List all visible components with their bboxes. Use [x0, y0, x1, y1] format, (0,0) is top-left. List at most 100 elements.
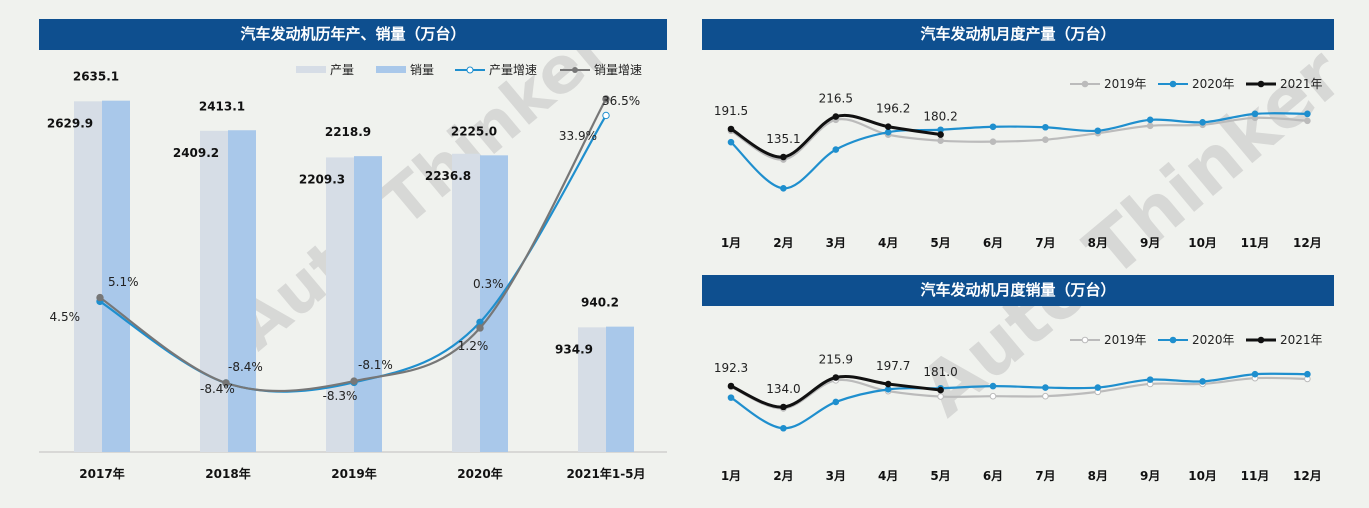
x-tick-label: 2021年1-5月	[566, 466, 645, 481]
legend-swatch-production	[296, 66, 326, 73]
bar-production	[326, 157, 354, 452]
bar-production	[452, 153, 480, 452]
x-tick-label: 12月	[1293, 469, 1322, 483]
legend-label-sales-rate: 销量增速	[594, 63, 642, 77]
legend-label-2021年: 2021年	[1280, 333, 1323, 347]
line-point	[989, 138, 997, 145]
rate-point	[602, 111, 610, 120]
line-point	[884, 380, 892, 388]
data-label-2021: 134.0	[766, 382, 800, 396]
chart3-title: 汽车发动机月度销量（万台）	[702, 275, 1334, 306]
x-tick-label: 2018年	[205, 466, 250, 481]
x-tick-label: 2月	[773, 236, 793, 250]
line-point	[937, 393, 944, 400]
x-tick-label: 9月	[1140, 236, 1160, 250]
legend-marker-sales-rate	[572, 67, 578, 73]
rate-line-sales	[99, 98, 607, 393]
line-point	[1304, 370, 1311, 378]
bar-sales	[102, 100, 130, 453]
rate-label-production: 33.9%	[559, 129, 597, 143]
x-tick-label: 10月	[1188, 469, 1217, 483]
legend-marker-2020年	[1169, 80, 1177, 88]
legend-label-2020年: 2020年	[1192, 333, 1235, 347]
bar-value-label: 2635.1	[73, 70, 119, 84]
line-point	[1304, 110, 1311, 118]
x-tick-label: 3月	[826, 469, 846, 483]
line-point	[1146, 116, 1154, 124]
rate-label-sales: 36.5%	[602, 94, 640, 108]
legend-label-2019年: 2019年	[1104, 333, 1147, 347]
data-label-2021: 215.9	[819, 352, 853, 366]
bar-value-label: 2218.9	[325, 125, 371, 139]
line-point	[727, 138, 735, 146]
bar-production	[578, 327, 606, 452]
rate-label-production: -8.4%	[200, 382, 235, 396]
bar-value-label: 2236.8	[425, 169, 471, 183]
line-point	[1146, 376, 1154, 383]
rate-label-production: -8.3%	[323, 389, 358, 403]
chart2-title: 汽车发动机月度产量（万台）	[702, 19, 1334, 50]
rate-label-sales: -8.1%	[358, 358, 393, 372]
x-tick-label: 9月	[1140, 469, 1160, 483]
line-point	[1304, 117, 1311, 125]
line-series-2020年	[730, 112, 1308, 190]
data-label-2021: 196.2	[876, 102, 910, 116]
line-point	[989, 382, 997, 390]
rate-point	[222, 379, 230, 387]
line-point	[1251, 110, 1259, 118]
x-tick-label: 3月	[826, 236, 846, 250]
x-tick-label: 6月	[983, 236, 1003, 250]
line-point	[884, 128, 892, 136]
line-point	[1042, 384, 1049, 391]
x-tick-label: 7月	[1035, 236, 1055, 250]
x-tick-label: 1月	[721, 469, 741, 483]
line-point	[1251, 370, 1259, 378]
bar-production	[200, 130, 228, 453]
rate-label-sales: -8.4%	[228, 360, 263, 374]
legend-marker-2021年	[1257, 80, 1265, 88]
x-tick-label: 2月	[773, 469, 793, 483]
line-point	[1094, 127, 1102, 135]
line-point	[937, 386, 944, 394]
data-label-2021: 191.5	[714, 104, 748, 118]
bar-value-label: 940.2	[581, 296, 619, 310]
x-tick-label: 6月	[983, 469, 1003, 483]
bar-sales	[480, 155, 508, 453]
line-point	[1094, 384, 1102, 391]
x-tick-label: 8月	[1088, 469, 1108, 483]
x-tick-label: 11月	[1241, 236, 1270, 250]
line-point	[1146, 122, 1154, 130]
rate-label-production: 1.2%	[458, 339, 489, 353]
line-point	[989, 123, 997, 131]
data-label-2021: 135.1	[766, 132, 800, 146]
line-point	[884, 386, 892, 393]
legend-marker-2020年	[1169, 336, 1177, 344]
legend-swatch-sales	[376, 66, 406, 73]
rate-point	[476, 324, 484, 332]
data-label-2021: 197.7	[876, 359, 910, 373]
line-point	[989, 392, 997, 400]
rate-label-sales: 0.3%	[473, 277, 504, 291]
legend-marker-2021年	[1257, 336, 1265, 344]
bar-sales	[606, 326, 634, 452]
chart1-title: 汽车发动机历年产、销量（万台）	[39, 19, 667, 50]
line-point	[1199, 118, 1206, 126]
legend-label-2021年: 2021年	[1280, 77, 1323, 91]
bar-value-label: 2629.9	[47, 116, 93, 130]
line-point	[832, 374, 840, 381]
line-point	[780, 153, 787, 161]
rate-label-sales: 5.1%	[108, 275, 139, 289]
legend-label-sales: 销量	[410, 63, 434, 77]
rate-point	[96, 293, 104, 302]
line-series-2019年	[730, 376, 1308, 410]
x-tick-label: 5月	[930, 469, 950, 483]
x-tick-label: 11月	[1241, 469, 1270, 483]
line-point	[832, 398, 840, 406]
x-tick-label: 4月	[878, 236, 898, 250]
line-point	[727, 394, 735, 401]
line-point	[832, 146, 840, 153]
line-point	[727, 382, 735, 390]
bar-sales	[228, 130, 256, 452]
line-point	[1042, 123, 1049, 131]
